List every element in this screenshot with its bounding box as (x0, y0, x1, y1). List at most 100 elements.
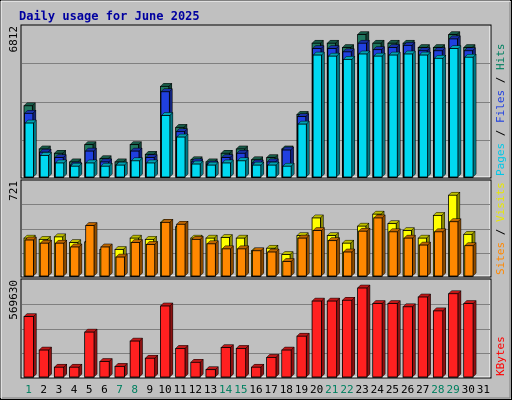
panel-label-visits: Sites / Visits (494, 182, 507, 275)
x-tick-label-18: 18 (280, 383, 293, 396)
panel-label-part: / (494, 70, 507, 90)
x-tick-label-20: 20 (310, 383, 323, 396)
x-tick-label-12: 12 (189, 383, 202, 396)
bar-visits-sites-day-16 (251, 247, 265, 277)
bar-hits-pages-day-3 (54, 159, 68, 178)
panel-label-part: Files (494, 90, 507, 123)
panel-label-part: / (494, 222, 507, 242)
x-tick-label-16: 16 (249, 383, 262, 396)
x-tick-label-8: 8 (131, 383, 138, 396)
bar-kbytes-kbytes-day-28 (432, 307, 447, 378)
bar-visits-sites-day-14 (221, 245, 235, 277)
x-tick-label-27: 27 (416, 383, 429, 396)
x-tick-label-17: 17 (265, 383, 278, 396)
panel-label-part: Sites (494, 242, 507, 275)
x-tick-label-28: 28 (431, 383, 444, 396)
bar-visits-sites-day-25 (388, 228, 401, 277)
y-max-label-hits: 6812 (7, 26, 20, 53)
bar-kbytes-kbytes-day-11 (175, 344, 189, 378)
x-tick-label-30: 30 (462, 383, 475, 396)
bar-hits-pages-day-12 (191, 160, 204, 178)
x-tick-label-14: 14 (219, 383, 233, 396)
bar-visits-sites-day-26 (403, 234, 417, 277)
bar-visits-sites-day-27 (418, 241, 432, 277)
bar-kbytes-kbytes-day-21 (326, 297, 341, 378)
bar-hits-pages-day-27 (418, 51, 432, 178)
bar-visits-sites-day-21 (327, 237, 341, 277)
x-tick-label-7: 7 (116, 383, 123, 396)
bar-kbytes-kbytes-day-26 (402, 303, 417, 378)
bar-visits-sites-day-9 (145, 240, 159, 277)
panel-label-kbytes: KBytes (494, 336, 507, 376)
x-tick-label-9: 9 (147, 383, 154, 396)
bar-hits-pages-day-4 (69, 162, 83, 178)
x-tick-label-10: 10 (158, 383, 171, 396)
bar-hits-pages-day-8 (130, 157, 144, 178)
bar-visits-sites-day-29 (448, 218, 462, 277)
bar-kbytes-kbytes-day-9 (144, 354, 159, 378)
bar-visits-sites-day-24 (373, 214, 386, 277)
bar-hits-pages-day-28 (433, 54, 447, 178)
bar-kbytes-kbytes-day-30 (463, 299, 477, 378)
bar-kbytes-kbytes-day-22 (341, 296, 356, 378)
x-tick-label-21: 21 (325, 383, 338, 396)
bar-kbytes-kbytes-day-5 (84, 328, 98, 378)
bar-kbytes-kbytes-day-29 (447, 290, 462, 378)
bar-kbytes-kbytes-day-23 (356, 284, 371, 378)
panel-label-part: / (494, 123, 507, 143)
bar-visits-sites-day-13 (206, 240, 219, 277)
bar-hits-pages-day-16 (251, 161, 265, 178)
bar-hits-pages-day-10 (160, 111, 174, 178)
bar-hits-pages-day-6 (100, 162, 113, 178)
bar-hits-pages-day-17 (267, 161, 280, 178)
bar-visits-sites-day-23 (358, 227, 371, 277)
bar-visits-sites-day-28 (433, 228, 447, 277)
bar-hits-pages-day-23 (358, 50, 371, 178)
x-tick-label-23: 23 (356, 383, 369, 396)
bar-visits-sites-day-18 (282, 257, 295, 277)
bar-visits-sites-day-15 (236, 245, 250, 277)
x-tick-label-4: 4 (71, 383, 78, 396)
bar-visits-sites-day-7 (115, 253, 128, 277)
bar-visits-sites-day-22 (342, 248, 356, 277)
bar-kbytes-kbytes-day-12 (190, 358, 204, 378)
panel-kbytes: 569630 KBytes (7, 278, 507, 379)
bar-kbytes-kbytes-day-17 (265, 353, 280, 378)
bar-visits-sites-day-17 (267, 248, 280, 277)
bar-hits-pages-day-14 (221, 159, 235, 178)
bar-hits-pages-day-26 (403, 50, 417, 178)
bar-visits-sites-day-4 (69, 243, 83, 277)
bar-hits-pages-day-22 (342, 55, 356, 178)
bar-visits-sites-day-10 (160, 218, 174, 277)
bar-hits-pages-day-20 (312, 51, 326, 178)
chart-title: Daily usage for June 2025 (19, 9, 200, 23)
panels-layer: 6812 Pages / Files / Hits 721 Sites / Visit… (7, 24, 507, 379)
y-max-label-kbytes: 569630 (7, 280, 20, 320)
bar-kbytes-kbytes-day-18 (281, 346, 295, 378)
x-tick-label-26: 26 (401, 383, 414, 396)
panel-label-part: Pages (494, 143, 507, 176)
bar-hits-pages-day-15 (236, 157, 250, 178)
bar-visits-sites-day-30 (464, 242, 477, 277)
bar-kbytes-kbytes-day-13 (205, 366, 219, 378)
x-tick-label-22: 22 (340, 383, 353, 396)
panel-label-part: KBytes (494, 336, 507, 376)
x-tick-label-5: 5 (86, 383, 93, 396)
bar-visits-sites-day-20 (312, 226, 326, 277)
x-tick-label-13: 13 (204, 383, 217, 396)
bar-kbytes-kbytes-day-14 (220, 344, 235, 378)
panel-hits: 6812 Pages / Files / Hits (7, 24, 507, 179)
panel-label-part: Visits (494, 182, 507, 222)
bar-kbytes-kbytes-day-7 (114, 362, 128, 378)
bar-kbytes-kbytes-day-16 (250, 363, 265, 378)
bar-hits-pages-day-25 (388, 51, 401, 178)
bar-kbytes-kbytes-day-27 (417, 293, 432, 378)
bar-hits-pages-day-9 (145, 159, 159, 178)
bar-visits-sites-day-5 (85, 221, 98, 277)
bar-kbytes-kbytes-day-2 (38, 346, 53, 378)
bar-hits-pages-day-7 (115, 161, 128, 178)
panel-label-hits: Pages / Files / Hits (494, 44, 507, 177)
bar-visits-sites-day-11 (176, 220, 189, 277)
